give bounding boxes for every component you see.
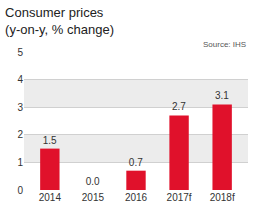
svg-text:2016: 2016	[125, 192, 148, 203]
svg-text:Source: IHS: Source: IHS	[203, 40, 246, 49]
svg-text:3.1: 3.1	[215, 90, 229, 101]
svg-text:2018f: 2018f	[210, 192, 235, 203]
svg-text:4: 4	[17, 74, 23, 85]
svg-text:Consumer prices(y-on-y, % chan: Consumer prices(y-on-y, % change)	[5, 5, 114, 37]
svg-text:2014: 2014	[39, 192, 62, 203]
svg-text:1: 1	[17, 157, 23, 168]
svg-text:3: 3	[17, 102, 23, 113]
svg-text:2017f: 2017f	[167, 192, 192, 203]
svg-text:2: 2	[17, 129, 23, 140]
svg-text:0.7: 0.7	[129, 157, 143, 168]
svg-text:1.5: 1.5	[43, 135, 57, 146]
svg-text:0.0: 0.0	[86, 176, 100, 187]
svg-text:5: 5	[17, 47, 23, 58]
svg-text:0: 0	[17, 185, 23, 196]
svg-text:2015: 2015	[82, 192, 105, 203]
svg-text:2.7: 2.7	[172, 101, 186, 112]
